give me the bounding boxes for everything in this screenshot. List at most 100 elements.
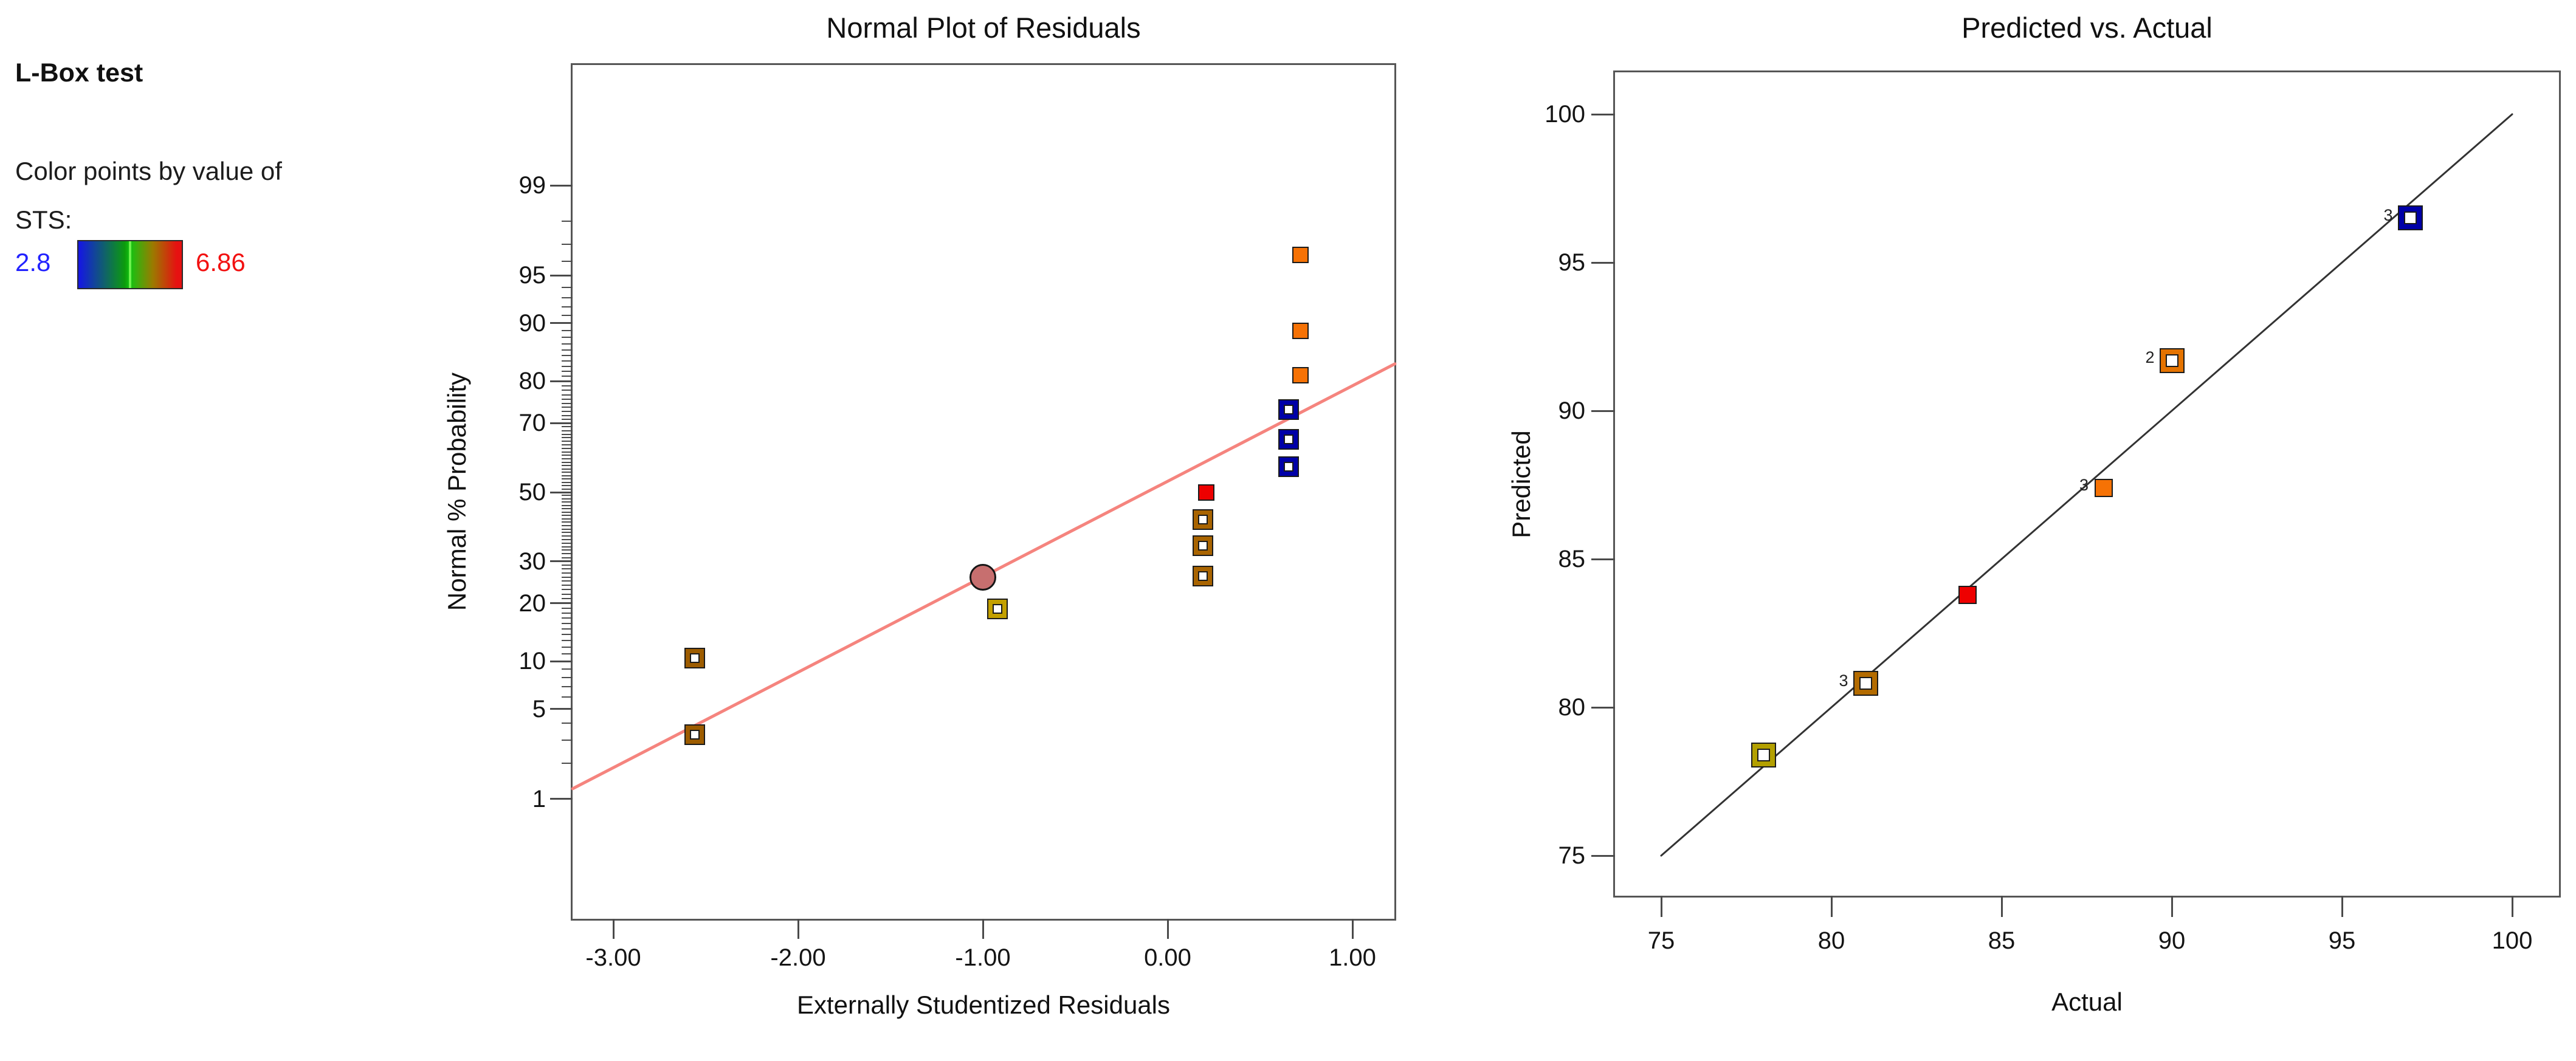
y-axis-tick-label: 30 [518,548,546,575]
data-point[interactable] [1292,323,1309,340]
y-axis-minor-tick [562,349,573,351]
y-axis-major-tick [550,798,573,800]
data-point[interactable] [1278,456,1300,477]
y-axis-minor-tick [562,315,573,317]
data-point[interactable] [1853,671,1878,696]
data-point[interactable] [2397,205,2423,231]
color-gradient-bar [77,240,183,289]
y-axis-tick-label: 95 [518,262,546,289]
y-axis-major-tick [550,602,573,605]
data-point[interactable] [684,648,705,669]
data-point[interactable] [1278,428,1300,450]
y-axis-minor-tick [562,668,573,670]
data-point[interactable] [2159,348,2185,373]
y-axis-minor-tick [562,430,573,431]
y-axis-major-tick [550,322,573,324]
y-axis-minor-tick [562,426,573,428]
y-axis-minor-tick [562,607,573,609]
y-axis-minor-tick [562,402,573,404]
y-axis-minor-tick [562,433,573,435]
y-axis-minor-tick [562,337,573,338]
y-axis-minor-tick [562,653,573,655]
x-axis-tick-label: 80 [1817,927,1845,954]
data-point[interactable] [969,563,996,591]
y-axis-minor-tick [562,593,573,595]
x-axis-tick-label: 75 [1647,927,1675,954]
y-axis-tick-label: 5 [532,695,546,723]
data-point[interactable] [1292,247,1309,264]
y-axis-tick-label: 90 [1558,397,1586,424]
pva-plot-area [1613,70,2561,898]
y-axis-tick-label: 85 [1558,546,1586,572]
y-axis-tick [1591,854,1615,857]
y-axis-minor-tick [562,398,573,400]
y-axis-minor-tick [562,451,573,453]
y-axis-minor-tick [562,696,573,698]
y-axis-minor-tick [562,472,573,473]
y-axis-minor-tick [562,365,573,367]
y-axis-minor-tick [562,261,573,263]
point-count-label: 3 [2383,205,2393,224]
y-axis-minor-tick [562,542,573,544]
x-axis-tick [1660,896,1662,917]
y-axis-minor-tick [562,465,573,467]
x-axis-tick-label: 100 [2492,927,2533,954]
y-axis-minor-tick [562,535,573,537]
data-point[interactable] [1751,742,1776,767]
y-axis-minor-tick [562,437,573,439]
data-point[interactable] [1192,535,1213,556]
y-axis-minor-tick [562,286,573,288]
x-axis-tick [2341,896,2343,917]
y-axis-major-tick [550,380,573,382]
y-axis-minor-tick [562,518,573,520]
data-point[interactable] [684,724,705,745]
y-axis-minor-tick [562,553,573,555]
data-point[interactable] [1192,566,1213,587]
y-axis-minor-tick [562,628,573,630]
y-axis-minor-tick [562,385,573,386]
data-point[interactable] [987,599,1008,620]
y-axis-minor-tick [562,740,573,741]
y-axis-tick-label: 50 [518,479,546,506]
y-axis-minor-tick [562,634,573,636]
legend-panel: L-Box test Color points by value of STS:… [0,0,425,365]
x-axis-tick-label: -3.00 [585,944,641,971]
y-axis-minor-tick [562,306,573,308]
data-point[interactable] [1278,399,1300,420]
x-axis-tick [2000,896,2003,917]
data-point[interactable] [1292,366,1309,383]
y-axis-minor-tick [562,511,573,513]
y-axis-minor-tick [562,371,573,373]
y-axis-tick-label: 80 [1558,694,1586,721]
y-axis-minor-tick [562,243,573,245]
y-axis-minor-tick [562,597,573,599]
y-axis-minor-tick [562,447,573,449]
y-axis-minor-tick [562,622,573,624]
y-axis-minor-tick [562,329,573,331]
y-axis-minor-tick [562,488,573,490]
data-point[interactable] [1958,585,1977,604]
y-axis-minor-tick [562,686,573,688]
y-axis-tick [1591,558,1615,560]
y-axis-tick-label: 20 [518,589,546,617]
y-axis-minor-tick [562,521,573,523]
y-axis-minor-tick [562,455,573,456]
y-axis-minor-tick [562,221,573,222]
y-axis-tick-label: 1 [532,785,546,812]
x-axis-tick-label: 1.00 [1329,944,1376,971]
y-axis-minor-tick [562,411,573,413]
x-axis-tick-label: 0.00 [1144,944,1191,971]
y-axis-minor-tick [562,394,573,396]
y-axis-major-tick [550,660,573,662]
y-axis-minor-tick [562,343,573,345]
y-axis-minor-tick [562,498,573,500]
y-axis-tick-label: 90 [518,309,546,337]
data-point[interactable] [1192,509,1213,530]
x-axis-tick-label: 95 [2328,927,2356,954]
x-axis-tick [982,919,984,939]
x-axis-tick [1166,919,1169,939]
data-point[interactable] [1198,484,1215,501]
pva-xlabel: Actual [2051,987,2123,1016]
data-point[interactable] [2095,478,2113,497]
y-axis-minor-tick [562,528,573,530]
